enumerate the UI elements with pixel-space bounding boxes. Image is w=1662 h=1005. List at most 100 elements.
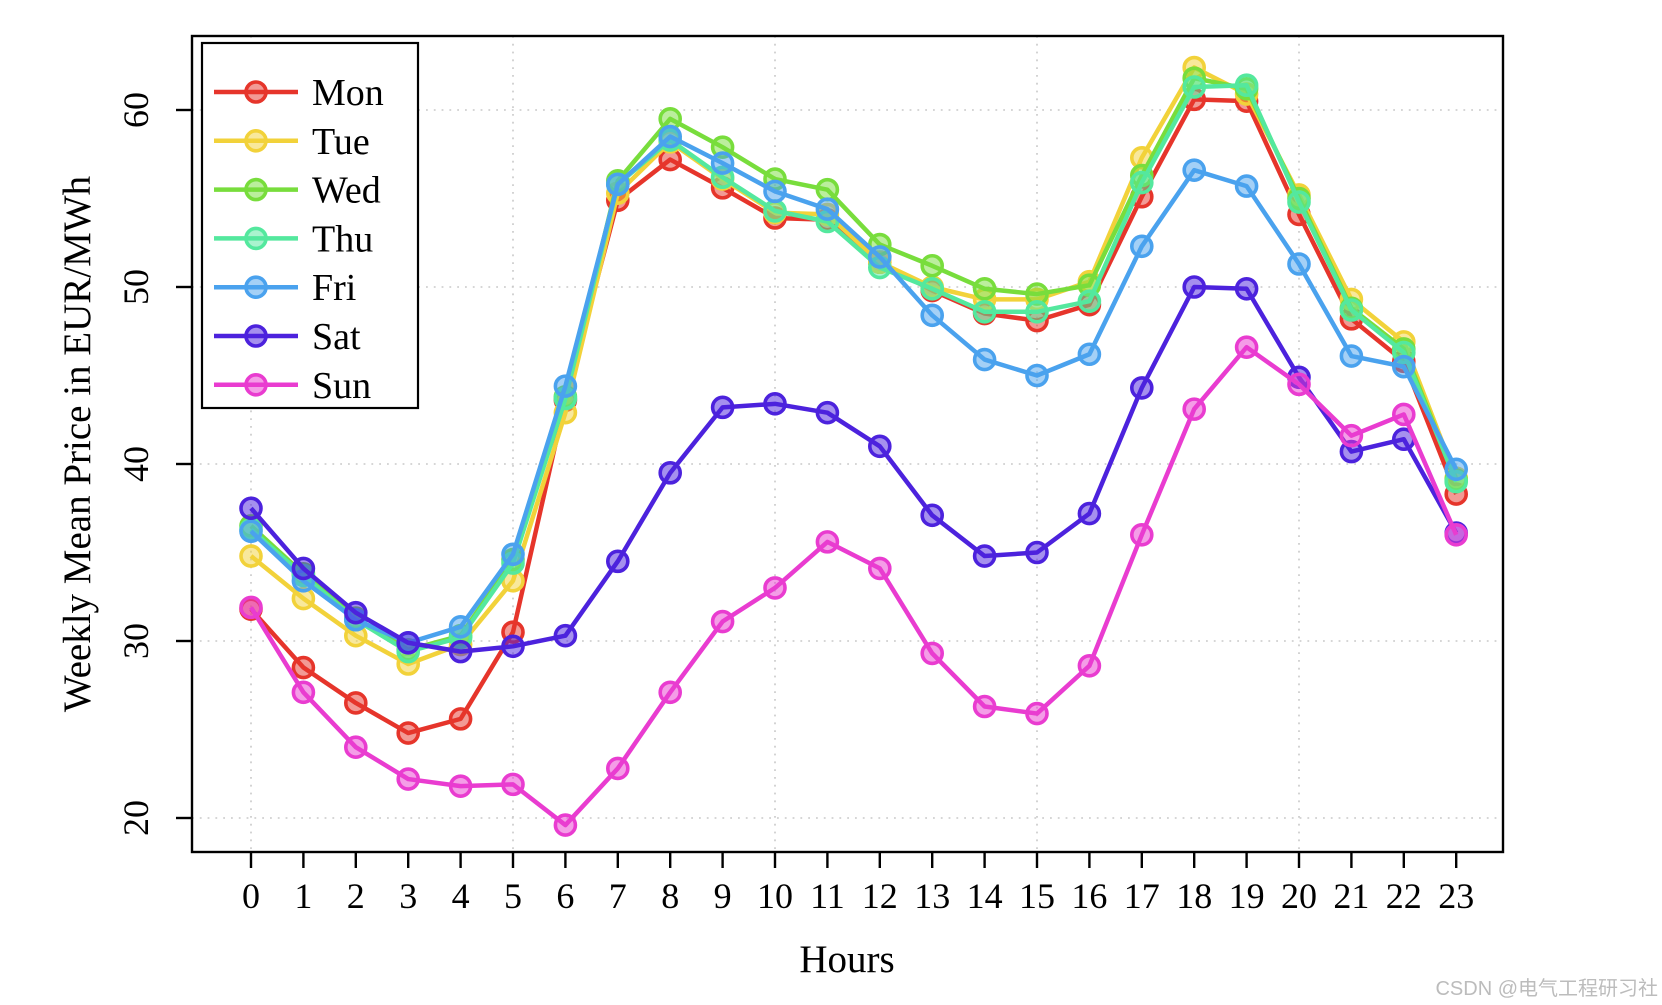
marker-sat-5 xyxy=(501,634,525,659)
marker-sun-19 xyxy=(1234,335,1259,359)
marker-fri-10 xyxy=(763,179,787,204)
legend-label-tue: Tue xyxy=(312,121,370,163)
marker-thu-15 xyxy=(1025,299,1049,324)
marker-sun-8 xyxy=(658,680,683,705)
legend-label-fri: Fri xyxy=(312,267,356,309)
marker-fri-18 xyxy=(1182,158,1206,182)
marker-sun-1 xyxy=(291,680,316,705)
marker-thu-21 xyxy=(1339,298,1364,322)
y-axis-title: Weekly Mean Price in EUR/MWh xyxy=(56,176,99,712)
x-tick-label-20: 20 xyxy=(1281,876,1317,916)
marker-sun-21 xyxy=(1339,423,1364,448)
marker-fri-13 xyxy=(920,303,945,328)
y-tick-label-20: 20 xyxy=(116,800,156,836)
marker-sat-0 xyxy=(239,496,263,521)
marker-fri-14 xyxy=(972,347,997,372)
marker-sat-13 xyxy=(920,503,945,528)
x-tick-label-2: 2 xyxy=(347,876,365,916)
series-line-sun xyxy=(249,344,1459,828)
x-tick-label-13: 13 xyxy=(914,876,950,916)
legend-entry-wed: Wed xyxy=(214,170,381,212)
marker-thu-19 xyxy=(1234,73,1259,98)
x-tick-label-7: 7 xyxy=(609,876,627,916)
x-tick-label-4: 4 xyxy=(452,876,470,916)
marker-sat-6 xyxy=(553,623,578,648)
marker-wed-11 xyxy=(815,177,840,202)
marker-sun-5 xyxy=(501,772,525,797)
marker-fri-23 xyxy=(1444,457,1468,482)
x-tick-label-12: 12 xyxy=(862,876,898,916)
marker-fri-20 xyxy=(1287,252,1311,276)
series-sat xyxy=(239,275,1468,664)
marker-fri-9 xyxy=(710,151,735,175)
x-tick-label-21: 21 xyxy=(1333,876,1369,916)
x-tick-label-15: 15 xyxy=(1019,876,1055,916)
marker-sat-14 xyxy=(972,544,997,568)
marker-thu-10 xyxy=(763,199,787,223)
x-tick-label-16: 16 xyxy=(1071,876,1107,916)
marker-sat-15 xyxy=(1025,540,1049,565)
series-wed xyxy=(239,66,1468,662)
x-tick-label-23: 23 xyxy=(1438,876,1474,916)
y-tick-label-30: 30 xyxy=(116,623,156,659)
legend-marker-tue xyxy=(244,129,268,153)
x-tick-label-3: 3 xyxy=(399,876,417,916)
marker-sun-17 xyxy=(1130,522,1154,547)
marker-sun-10 xyxy=(763,576,787,600)
marker-fri-17 xyxy=(1130,234,1154,259)
legend-marker-sun xyxy=(244,372,268,397)
series-thu xyxy=(239,73,1468,664)
series-line-mon xyxy=(249,97,1459,736)
x-tick-label-10: 10 xyxy=(757,876,793,916)
legend-marker-thu xyxy=(244,226,268,251)
marker-thu-16 xyxy=(1077,289,1102,313)
x-tick-label-9: 9 xyxy=(714,876,732,916)
marker-sun-18 xyxy=(1182,397,1206,421)
marker-sat-19 xyxy=(1234,276,1259,301)
legend-marker-sat xyxy=(244,324,268,348)
legend-label-sat: Sat xyxy=(312,316,361,358)
x-tick-label-18: 18 xyxy=(1176,876,1212,916)
plot-frame xyxy=(190,34,1505,854)
marker-sat-18 xyxy=(1182,275,1206,299)
marker-thu-18 xyxy=(1182,75,1206,99)
marker-sun-13 xyxy=(920,641,945,666)
x-tick-label-19: 19 xyxy=(1229,876,1265,916)
marker-fri-8 xyxy=(658,124,683,149)
marker-sun-7 xyxy=(605,756,630,781)
marker-sun-20 xyxy=(1287,372,1311,397)
x-tick-label-14: 14 xyxy=(967,876,1003,916)
legend-entry-thu: Thu xyxy=(214,218,373,260)
series-line-sat xyxy=(249,284,1459,654)
marker-sat-17 xyxy=(1130,376,1154,400)
marker-thu-13 xyxy=(920,276,945,301)
marker-sat-9 xyxy=(710,395,735,420)
marker-wed-13 xyxy=(920,253,945,278)
marker-sun-14 xyxy=(972,694,997,719)
legend-marker-fri xyxy=(244,275,268,300)
legend-entry-fri: Fri xyxy=(214,267,356,309)
marker-fri-5 xyxy=(501,542,525,567)
x-tick-label-22: 22 xyxy=(1386,876,1422,916)
x-tick-label-6: 6 xyxy=(556,876,574,916)
marker-sat-10 xyxy=(763,392,787,416)
legend-entry-sun: Sun xyxy=(214,365,371,407)
y-tick-label-60: 60 xyxy=(116,92,156,128)
series-fri xyxy=(239,124,1468,655)
legend-label-mon: Mon xyxy=(312,72,384,114)
marker-thu-14 xyxy=(972,299,997,324)
marker-tue-0 xyxy=(239,544,263,568)
marker-sat-4 xyxy=(448,639,473,664)
marker-sun-2 xyxy=(343,735,368,760)
marker-sat-16 xyxy=(1077,501,1102,526)
marker-thu-17 xyxy=(1130,170,1154,195)
marker-sat-8 xyxy=(658,461,683,485)
marker-mon-2 xyxy=(343,691,368,715)
series-line-fri xyxy=(249,134,1459,646)
marker-thu-20 xyxy=(1287,190,1311,214)
x-tick-label-8: 8 xyxy=(661,876,679,916)
marker-sat-1 xyxy=(291,556,316,581)
x-tick-label-11: 11 xyxy=(810,876,845,916)
